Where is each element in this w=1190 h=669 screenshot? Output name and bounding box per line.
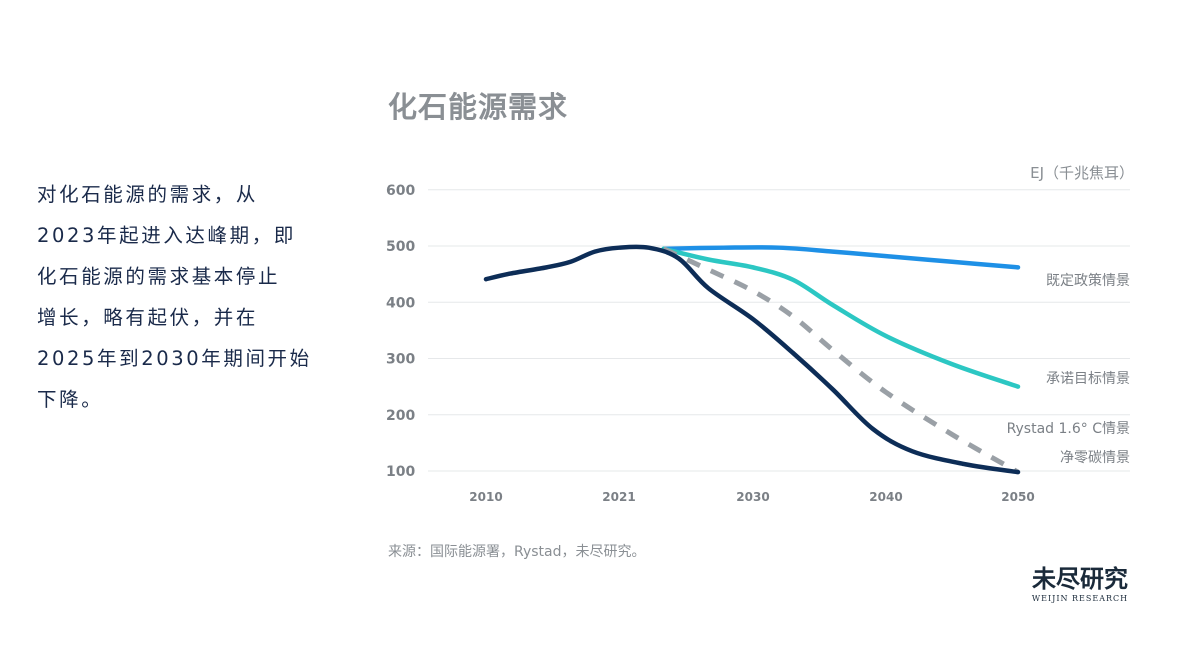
unit-label: EJ（千兆焦耳） bbox=[1030, 164, 1134, 182]
y-tick-label: 200 bbox=[386, 408, 415, 424]
logo-en-text: WEIJIN RESEARCH bbox=[1031, 594, 1129, 603]
series-line bbox=[661, 245, 1021, 270]
series-label: 承诺目标情景 bbox=[1046, 371, 1130, 387]
y-tick-label: 500 bbox=[386, 239, 415, 255]
series-line bbox=[483, 244, 1021, 475]
x-tick-label: 2010 bbox=[469, 490, 502, 504]
brand-logo: 未尽研究 WEIJIN RESEARCH bbox=[1020, 564, 1140, 604]
logo-cn-text: 未尽研究 bbox=[1032, 564, 1128, 593]
y-tick-label: 300 bbox=[386, 352, 415, 368]
x-tick-label: 2040 bbox=[869, 490, 902, 504]
source-note: 来源：国际能源署，Rystad，未尽研究。 bbox=[388, 544, 646, 560]
description-text: 对化石能源的需求，从 2023年起进入达峰期，即 化石能源的需求基本停止 增长，… bbox=[37, 183, 312, 411]
chart-title: 化石能源需求 bbox=[388, 90, 569, 124]
series-label: Rystad 1.6° C情景 bbox=[1007, 421, 1130, 437]
x-tick-label: 2021 bbox=[602, 490, 635, 504]
series-label: 净零碳情景 bbox=[1060, 450, 1130, 466]
series-line bbox=[662, 246, 1020, 475]
series-line bbox=[661, 246, 1021, 389]
x-tick-label: 2050 bbox=[1001, 490, 1034, 504]
series-label: 既定政策情景 bbox=[1046, 272, 1130, 289]
y-tick-label: 100 bbox=[386, 464, 415, 480]
x-tick-label: 2030 bbox=[736, 490, 769, 504]
y-tick-label: 600 bbox=[386, 183, 415, 199]
y-tick-label: 400 bbox=[386, 295, 415, 311]
